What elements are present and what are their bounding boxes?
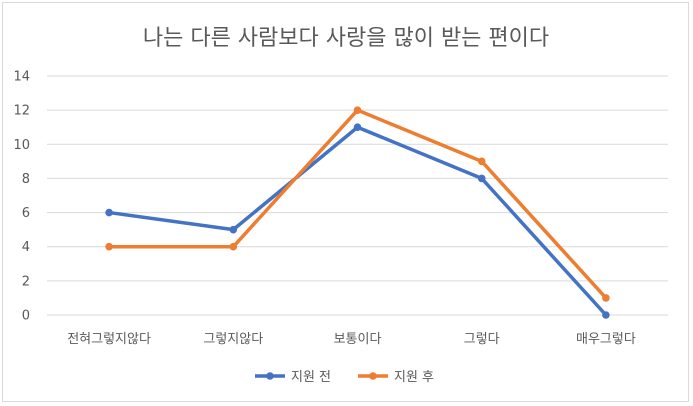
chart-frame — [2, 2, 689, 402]
series-lines — [105, 106, 610, 319]
y-tick-label: 4 — [22, 240, 30, 255]
legend-item: 지원 후 — [358, 370, 434, 385]
legend: 지원 전 지원 후 — [255, 370, 434, 385]
x-axis-ticks: 전혀그렇지않다 그렇지않다 보통이다 그렇다 매우그렇다 — [67, 332, 636, 347]
x-tick-label: 매우그렇다 — [576, 332, 636, 347]
x-tick-label: 전혀그렇지않다 — [67, 332, 151, 347]
series-line — [107, 125, 608, 317]
y-tick-label: 2 — [22, 274, 30, 289]
data-point — [602, 294, 610, 302]
y-tick-label: 0 — [22, 309, 30, 324]
x-tick-label: 보통이다 — [334, 332, 382, 347]
y-axis-ticks: 0 2 4 6 8 10 12 14 — [13, 70, 30, 324]
data-point — [229, 225, 238, 234]
data-point — [229, 242, 238, 251]
y-tick-label: 6 — [22, 206, 30, 221]
y-tick-label: 14 — [13, 70, 30, 85]
legend-item: 지원 전 — [255, 370, 331, 385]
y-tick-label: 8 — [22, 172, 30, 187]
data-point — [477, 157, 486, 166]
chart-title: 나는 다른 사람보다 사랑을 많이 받는 편이다 — [143, 26, 549, 51]
gridlines — [47, 75, 668, 316]
legend-marker — [266, 372, 274, 380]
data-point — [105, 242, 113, 251]
x-tick-label: 그렇지않다 — [203, 332, 263, 347]
y-tick-label: 10 — [13, 138, 30, 153]
x-tick-label: 그렇다 — [464, 332, 500, 347]
data-point — [353, 106, 362, 114]
data-point — [602, 311, 610, 319]
legend-label: 지원 전 — [291, 370, 331, 385]
series-1 — [105, 123, 610, 319]
data-point — [353, 123, 362, 132]
y-tick-label: 12 — [13, 104, 30, 119]
data-point — [105, 208, 113, 217]
legend-label: 지원 후 — [394, 370, 434, 385]
data-point — [477, 174, 486, 183]
series-2 — [105, 106, 610, 302]
series-line — [107, 108, 608, 300]
legend-marker — [369, 372, 377, 380]
